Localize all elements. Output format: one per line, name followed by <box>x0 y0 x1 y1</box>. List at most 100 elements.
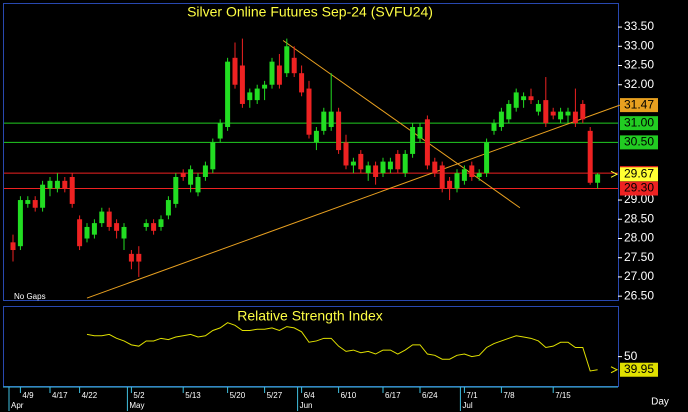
candle-body <box>476 173 482 177</box>
candle-body <box>543 100 549 124</box>
candle-body <box>202 165 208 177</box>
candle-body <box>121 226 127 239</box>
price-label-box <box>620 135 658 150</box>
candle-body <box>225 61 231 128</box>
candle-body <box>498 111 504 128</box>
candle-body <box>484 142 490 174</box>
candle-body <box>143 223 149 227</box>
y-tick-label: 26.50 <box>624 288 654 302</box>
candle-body <box>424 119 430 166</box>
candle-body <box>572 111 578 124</box>
x-tick-label: 6/10 <box>341 391 357 400</box>
price-label-box <box>620 167 658 182</box>
candle-body <box>565 111 571 116</box>
price-label: 30.50 <box>624 135 654 149</box>
price-label-box <box>620 116 658 131</box>
candle-body <box>254 88 260 101</box>
candle-body <box>447 180 453 189</box>
x-tick-label: 4/9 <box>22 391 34 400</box>
candle-body <box>84 226 90 239</box>
candle-body <box>239 65 245 104</box>
candle-body <box>358 153 364 170</box>
price-label-box <box>620 98 658 113</box>
x-axis-label: Day <box>651 397 669 408</box>
y-tick-label: 33.00 <box>624 38 654 52</box>
candle-body <box>32 200 38 208</box>
candle-body <box>550 111 556 116</box>
y-tick-label: 27.00 <box>624 269 654 283</box>
price-label: 29.30 <box>624 181 654 195</box>
y-tick-label: 29.00 <box>624 192 654 206</box>
candle-body <box>365 165 371 174</box>
candle-body <box>269 61 275 85</box>
candle-body <box>99 211 105 224</box>
month-label: Jul <box>462 401 472 410</box>
candle-body <box>306 88 312 135</box>
candle-body <box>328 111 334 128</box>
candle-body <box>54 180 60 189</box>
candle-body <box>395 153 401 170</box>
candle-body <box>91 223 97 235</box>
candle-body <box>387 161 393 170</box>
candle-body <box>69 176 75 204</box>
candle-body <box>210 142 216 170</box>
candle-body <box>284 46 290 74</box>
candle-body <box>439 165 445 189</box>
month-label: May <box>129 401 144 410</box>
trendline <box>86 104 620 299</box>
y-tick-label: 28.50 <box>624 211 654 225</box>
candle-body <box>410 127 416 154</box>
y-tick-label: 32.50 <box>624 58 654 72</box>
x-tick-label: 5/13 <box>185 391 201 400</box>
price-label: 29.67 <box>624 166 654 180</box>
candle-body <box>373 165 379 177</box>
candle-body <box>151 223 157 231</box>
candle-body <box>558 111 564 120</box>
candle-body <box>47 180 53 189</box>
candle-body <box>454 173 460 189</box>
candle-body <box>173 176 179 204</box>
candle-body <box>128 253 134 262</box>
rsi-line <box>86 322 598 372</box>
month-label: Apr <box>11 401 24 410</box>
candle-body <box>313 130 319 143</box>
candle-body <box>17 200 23 247</box>
price-label-box <box>620 181 658 196</box>
candle-body <box>469 165 475 177</box>
candle-body <box>343 142 349 166</box>
candle-body <box>180 173 186 177</box>
candle-body <box>165 200 171 216</box>
candle-body <box>336 111 342 151</box>
rsi-title: Relative Strength Index <box>237 308 383 324</box>
trendline <box>282 40 521 209</box>
candle-body <box>417 127 423 139</box>
last-price-arrow <box>610 170 619 178</box>
candle-body <box>195 176 201 193</box>
value-label-box <box>620 362 658 377</box>
candle-body <box>217 123 223 139</box>
candle-body <box>528 96 534 101</box>
candle-body <box>506 103 512 120</box>
x-tick-label: 4/17 <box>52 391 68 400</box>
price-label: 31.00 <box>624 115 654 129</box>
x-tick-label: 5/27 <box>267 391 283 400</box>
x-tick-label: 6/4 <box>304 391 316 400</box>
candle-body <box>432 161 438 174</box>
candle-body <box>10 242 16 251</box>
candle-body <box>136 253 142 262</box>
y-tick-label: 33.50 <box>624 19 654 33</box>
candle-body <box>40 184 46 208</box>
candle-body <box>299 73 305 93</box>
last-value-arrow <box>610 366 619 374</box>
candle-body <box>114 223 120 231</box>
value-label: 39.95 <box>624 362 654 376</box>
chart-title: Silver Online Futures Sep-24 (SVFU24) <box>187 4 433 20</box>
y-tick-label: 28.00 <box>624 231 654 245</box>
candle-body <box>535 103 541 112</box>
x-tick-label: 7/1 <box>466 391 478 400</box>
candle-body <box>595 174 601 183</box>
month-label: Jun <box>300 401 313 410</box>
